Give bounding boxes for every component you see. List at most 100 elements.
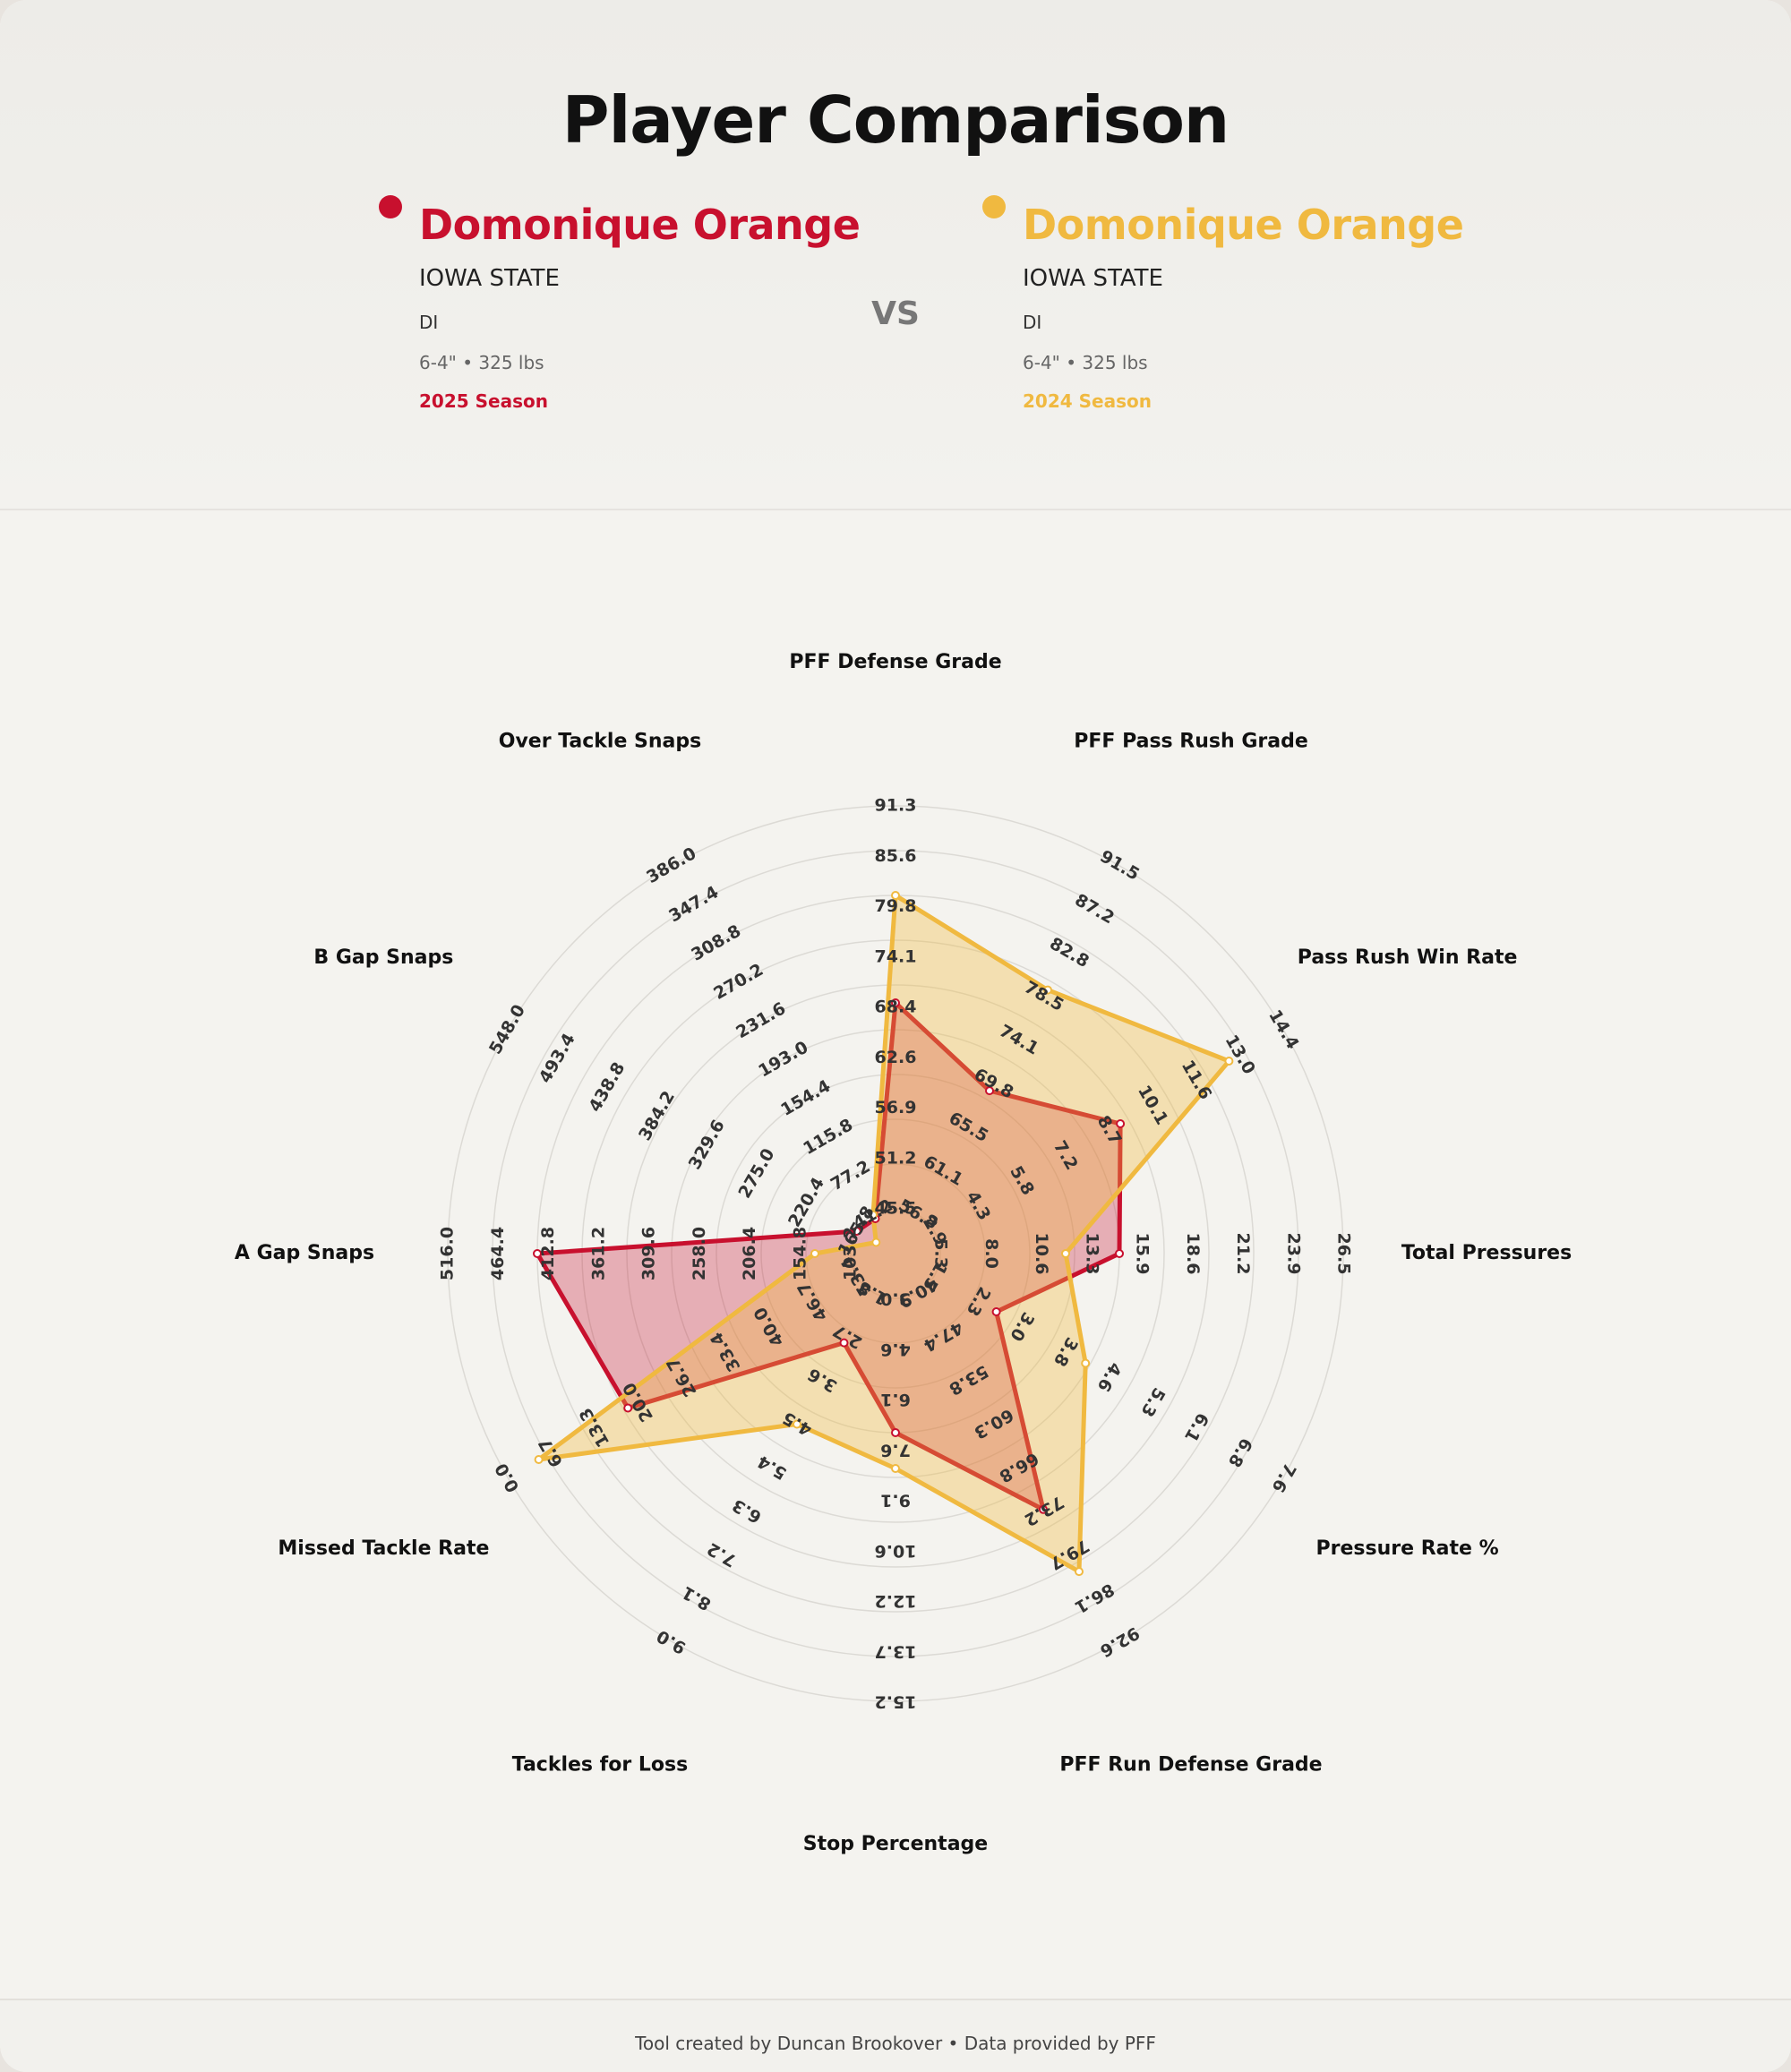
axis-tick-label: 13.7	[875, 1641, 917, 1661]
axis-tick-label: 270.2	[710, 960, 767, 1004]
axis-tick-label: 493.4	[536, 1030, 579, 1086]
data-point-2024	[1224, 1057, 1234, 1066]
data-point-2025	[985, 1086, 994, 1096]
data-point-2024	[810, 1249, 819, 1258]
axis-tick-label: 68.4	[875, 997, 917, 1017]
axis-tick-label: 193.0	[755, 1038, 811, 1082]
axis-tick-label: 86.1	[1071, 1579, 1118, 1616]
data-point-2025	[1116, 1119, 1126, 1128]
axis-tick-label: 386.0	[643, 843, 699, 887]
axis-tick-label: 10.6	[1032, 1233, 1051, 1275]
data-point-2025	[1115, 1249, 1124, 1258]
axis-label: PFF Defense Grade	[789, 651, 1001, 673]
axis-tick-label: 548.0	[485, 1001, 529, 1057]
data-point-2024	[793, 1419, 801, 1429]
axis-tick-label: 10.6	[875, 1541, 917, 1561]
axis-tick-label: 103.2	[841, 1227, 861, 1280]
axis-tick-label: 464.4	[488, 1227, 508, 1280]
page-title: Player Comparison	[561, 82, 1230, 158]
data-point-2024	[869, 1210, 878, 1220]
axis-tick-label: 91.5	[1096, 846, 1143, 884]
axis-tick-label: 82.8	[1046, 934, 1093, 972]
axis-tick-label: 74.1	[875, 946, 917, 966]
axis-label: A Gap Snaps	[235, 1242, 374, 1264]
radar-chart: 45.551.256.962.668.474.179.885.691.356.8…	[235, 651, 1572, 1855]
axis-tick-label: 23.9	[1283, 1233, 1303, 1275]
axis-label: Over Tackle Snaps	[499, 730, 701, 752]
axis-label: Total Pressures	[1401, 1242, 1572, 1264]
grid-ring	[581, 939, 1210, 1568]
axis-label: Pressure Rate %	[1316, 1537, 1499, 1560]
axis-tick-label: 206.4	[740, 1227, 759, 1280]
player-season: 2025 Season	[419, 390, 548, 412]
axis-tick-label: 438.8	[585, 1059, 629, 1116]
data-point-2024	[1061, 1249, 1070, 1258]
grid-ring	[850, 1208, 941, 1299]
axis-tick-label: 384.2	[635, 1088, 679, 1144]
data-point-2025	[839, 1338, 849, 1348]
axis-tick-label: 329.6	[685, 1117, 729, 1173]
axis-tick-label: 258.0	[690, 1227, 709, 1280]
player-physical: 6-4" • 325 lbs	[419, 352, 544, 373]
player-position: DI	[419, 312, 439, 333]
axis-label: Missed Tackle Rate	[278, 1537, 489, 1560]
axis-tick-label: 91.3	[875, 796, 917, 816]
axis-tick-label: 26.5	[1334, 1233, 1354, 1275]
axis-tick-label: 13.3	[1082, 1233, 1101, 1275]
data-point-2025	[1039, 1504, 1048, 1514]
axis-tick-label: 308.8	[688, 921, 744, 965]
data-point-2025	[891, 998, 900, 1007]
axis-tick-label: 8.0	[981, 1238, 1001, 1269]
axis-tick-label: 56.9	[875, 1098, 917, 1117]
axis-tick-label: 87.2	[1071, 890, 1118, 928]
data-point-2024	[1043, 985, 1052, 995]
axis-tick-label: 62.6	[875, 1048, 917, 1067]
axis-label: PFF Run Defense Grade	[1059, 1754, 1322, 1777]
grid-ring	[447, 805, 1344, 1702]
data-point-2024	[1081, 1358, 1091, 1368]
axis-tick-label: 6.1	[880, 1390, 911, 1409]
axis-tick-label: 45.5	[875, 1199, 917, 1219]
player-name: Domonique Orange	[1023, 201, 1464, 249]
data-point-2024	[1075, 1567, 1084, 1577]
data-point-2024	[534, 1455, 544, 1464]
axis-label: PFF Pass Rush Grade	[1074, 730, 1308, 752]
player-position: DI	[1023, 312, 1042, 333]
axis-tick-label: 4.6	[880, 1340, 911, 1359]
data-point-2024	[891, 891, 900, 900]
axis-tick-label: 92.6	[1096, 1622, 1143, 1660]
data-point-2025	[991, 1307, 1001, 1316]
axis-tick-label: 6.1	[1180, 1409, 1213, 1445]
grid-ring	[805, 1163, 986, 1344]
player-school: IOWA STATE	[1023, 265, 1163, 292]
player-physical: 6-4" • 325 lbs	[1023, 352, 1148, 373]
footer-credit: Tool created by Duncan Brookover • Data …	[635, 2033, 1156, 2054]
axis-tick-label: 85.6	[875, 846, 917, 866]
axis-tick-label: 7.6	[880, 1440, 911, 1460]
grid-ring	[626, 984, 1165, 1523]
vs-label: VS	[871, 295, 920, 332]
series-color-dot	[379, 195, 402, 218]
axis-tick-label: 154.8	[790, 1227, 810, 1280]
axis-tick-label: 275.0	[734, 1145, 778, 1202]
axis-tick-label: 51.2	[875, 1148, 917, 1168]
grid-ring	[760, 1118, 1031, 1389]
player-season: 2024 Season	[1023, 390, 1152, 412]
player-name: Domonique Orange	[419, 201, 861, 249]
axis-tick-label: 361.2	[588, 1227, 608, 1280]
axis-tick-label: 347.4	[665, 882, 722, 926]
axis-tick-label: 5.3	[931, 1238, 951, 1269]
axis-tick-label: 7.2	[704, 1538, 740, 1571]
axis-tick-label: 3.0	[880, 1289, 911, 1309]
data-point-2024	[891, 1464, 900, 1473]
axis-tick-label: 12.2	[875, 1591, 917, 1611]
axis-tick-label: 309.6	[639, 1227, 659, 1280]
axis-tick-label: 15.2	[875, 1692, 917, 1712]
series-color-dot	[982, 195, 1006, 218]
axis-tick-label: 9.1	[880, 1491, 911, 1511]
axis-label: Pass Rush Win Rate	[1298, 946, 1518, 969]
data-point-2025	[533, 1249, 542, 1258]
axis-tick-label: 8.1	[679, 1582, 715, 1614]
axis-tick-label: 154.4	[777, 1076, 834, 1120]
